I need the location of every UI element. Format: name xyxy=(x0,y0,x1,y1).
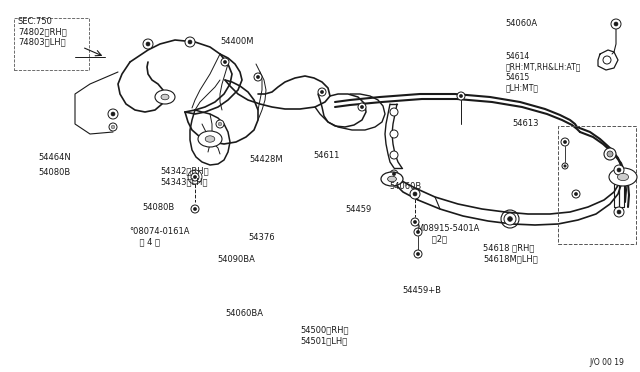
Circle shape xyxy=(563,140,566,144)
Circle shape xyxy=(109,123,117,131)
Circle shape xyxy=(414,228,422,236)
Circle shape xyxy=(413,220,417,224)
Ellipse shape xyxy=(388,176,396,182)
Circle shape xyxy=(508,217,513,221)
Circle shape xyxy=(390,108,398,116)
Circle shape xyxy=(414,250,422,258)
Text: 54428M: 54428M xyxy=(250,155,284,164)
Circle shape xyxy=(143,39,153,49)
Text: 54611: 54611 xyxy=(314,151,340,160)
Circle shape xyxy=(611,19,621,29)
Ellipse shape xyxy=(155,90,175,104)
Circle shape xyxy=(564,165,566,167)
Circle shape xyxy=(562,163,568,169)
Circle shape xyxy=(318,88,326,96)
Circle shape xyxy=(572,190,580,198)
Circle shape xyxy=(411,218,419,226)
Text: 54618 〈RH〉
54618M〈LH〉: 54618 〈RH〉 54618M〈LH〉 xyxy=(483,244,538,263)
Text: °08074-0161A
    〈 4 〉: °08074-0161A 〈 4 〉 xyxy=(129,227,190,246)
Ellipse shape xyxy=(161,94,169,100)
Text: 54090BA: 54090BA xyxy=(218,255,255,264)
Circle shape xyxy=(358,103,366,111)
Circle shape xyxy=(603,56,611,64)
Text: 54080B: 54080B xyxy=(38,168,70,177)
Circle shape xyxy=(392,172,396,176)
Circle shape xyxy=(617,210,621,214)
Text: 54080B: 54080B xyxy=(142,203,174,212)
Circle shape xyxy=(457,92,465,100)
Circle shape xyxy=(111,125,115,129)
Circle shape xyxy=(614,22,618,26)
Ellipse shape xyxy=(381,172,403,186)
Text: M08915-5401A
      よ2〉: M08915-5401A よ2〉 xyxy=(416,224,479,243)
Circle shape xyxy=(417,230,420,234)
Circle shape xyxy=(108,109,118,119)
Circle shape xyxy=(575,192,578,196)
Text: 54060B: 54060B xyxy=(389,182,421,191)
Circle shape xyxy=(617,168,621,172)
Circle shape xyxy=(193,208,196,211)
Text: 54464N: 54464N xyxy=(38,153,71,161)
Circle shape xyxy=(254,73,262,81)
Text: 54614
〈RH:MT,RH&LH:AT〉
54615
〈LH:MT〉: 54614 〈RH:MT,RH&LH:AT〉 54615 〈LH:MT〉 xyxy=(506,52,581,92)
Text: 54400M: 54400M xyxy=(221,37,254,46)
Circle shape xyxy=(614,165,624,175)
Ellipse shape xyxy=(198,131,222,147)
Text: J/O 00 19: J/O 00 19 xyxy=(589,358,624,367)
Circle shape xyxy=(413,192,417,196)
Circle shape xyxy=(360,105,364,109)
Circle shape xyxy=(188,40,192,44)
Text: 54060A: 54060A xyxy=(506,19,538,28)
Text: 54376: 54376 xyxy=(248,232,275,241)
Circle shape xyxy=(390,151,398,159)
Circle shape xyxy=(191,205,199,213)
Text: 54613: 54613 xyxy=(512,119,538,128)
Text: 54500〈RH〉
54501〈LH〉: 54500〈RH〉 54501〈LH〉 xyxy=(301,326,349,345)
Circle shape xyxy=(257,76,260,78)
Ellipse shape xyxy=(618,173,628,180)
Ellipse shape xyxy=(205,136,215,142)
Circle shape xyxy=(221,58,229,66)
Text: 54459: 54459 xyxy=(346,205,372,214)
Circle shape xyxy=(218,122,222,126)
Circle shape xyxy=(185,37,195,47)
Circle shape xyxy=(390,130,398,138)
Circle shape xyxy=(216,120,224,128)
Circle shape xyxy=(614,207,624,217)
Circle shape xyxy=(504,213,516,225)
Circle shape xyxy=(561,138,569,146)
Text: SEC.750
74802〈RH〉
74803〈LH〉: SEC.750 74802〈RH〉 74803〈LH〉 xyxy=(18,17,67,46)
Circle shape xyxy=(223,60,227,64)
Text: 54060BA: 54060BA xyxy=(225,309,263,318)
Circle shape xyxy=(193,176,196,179)
Text: 54459+B: 54459+B xyxy=(402,286,441,295)
Circle shape xyxy=(460,94,463,97)
Ellipse shape xyxy=(609,168,637,186)
Circle shape xyxy=(607,151,613,157)
Circle shape xyxy=(321,90,324,94)
Circle shape xyxy=(111,112,115,116)
Circle shape xyxy=(191,173,199,181)
Circle shape xyxy=(410,189,420,199)
Circle shape xyxy=(604,148,616,160)
Circle shape xyxy=(146,42,150,46)
Circle shape xyxy=(417,252,420,256)
Text: 54342〈RH〉
54343〈LH〉: 54342〈RH〉 54343〈LH〉 xyxy=(160,167,209,186)
Circle shape xyxy=(390,170,398,178)
